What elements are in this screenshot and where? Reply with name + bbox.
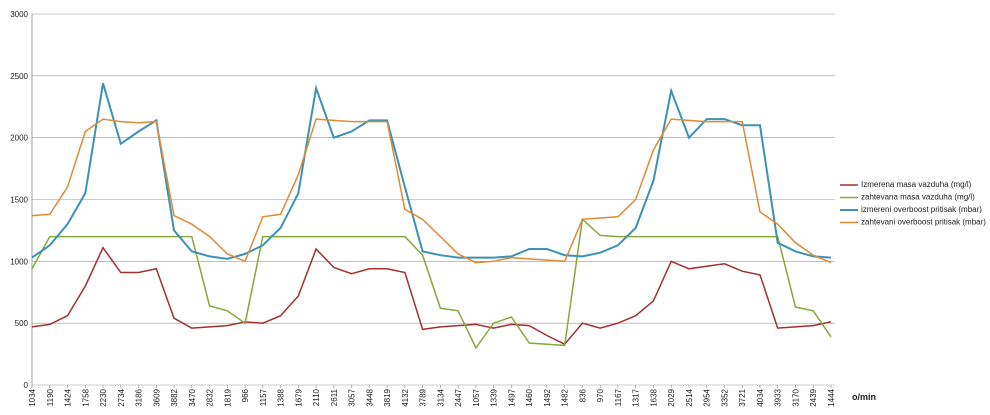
x-tick-label: 1492: [543, 388, 552, 406]
x-tick-label: 1317: [632, 388, 641, 406]
legend-label: zahtevana masa vazduha (mg/l): [861, 193, 975, 202]
x-tick-label: 3789: [419, 388, 428, 406]
x-tick-label: 3352: [720, 388, 729, 406]
legend-label: izmereni overboost pritisak (mbar): [861, 205, 982, 214]
x-tick-label: 3819: [383, 388, 392, 406]
x-tick-label: 1167: [614, 388, 623, 406]
x-tick-label: 1497: [507, 388, 516, 406]
x-tick-label: 1157: [259, 388, 268, 406]
x-tick-label: 1424: [64, 388, 73, 406]
y-tick-label: 1000: [10, 257, 28, 266]
x-tick-label: 2447: [454, 388, 463, 406]
x-tick-label: 1190: [46, 388, 55, 406]
x-tick-label: 1638: [649, 388, 658, 406]
x-axis-label: o/min: [852, 392, 876, 402]
x-tick-label: 966: [241, 388, 250, 402]
x-tick-label: 3470: [188, 388, 197, 406]
x-tick-label: 1679: [294, 388, 303, 406]
x-tick-label: 1034: [28, 388, 37, 406]
x-tick-label: 3057: [348, 388, 357, 406]
x-tick-label: 1819: [223, 388, 232, 406]
legend-label: Izmerena masa vazduha (mg/l): [861, 180, 972, 189]
x-tick-label: 1388: [277, 388, 286, 406]
y-tick-label: 2500: [10, 72, 28, 81]
y-tick-label: 2000: [10, 134, 28, 143]
x-tick-label: 3609: [152, 388, 161, 406]
series-line: [31, 118, 832, 264]
x-tick-label: 2954: [703, 388, 712, 406]
x-tick-label: 836: [578, 388, 587, 402]
x-tick-label: 1482: [561, 388, 570, 406]
y-tick-label: 1500: [10, 196, 28, 205]
x-tick-label: 1758: [81, 388, 90, 406]
series-line: [31, 217, 832, 350]
x-tick-label: 4132: [401, 388, 410, 406]
x-tick-label: 2439: [809, 388, 818, 406]
x-tick-label: 2514: [685, 388, 694, 406]
x-tick-label: 3882: [170, 388, 179, 406]
legend-label: zahtevani overboost pritisak (mbar): [861, 218, 986, 227]
y-tick-label: 3000: [10, 10, 28, 19]
x-tick-label: 4034: [756, 388, 765, 406]
x-tick-label: 2230: [99, 388, 108, 406]
series-line: [31, 83, 832, 260]
x-tick-label: 3448: [365, 388, 374, 406]
x-tick-label: 3186: [135, 388, 144, 406]
x-tick-label: 1339: [490, 388, 499, 406]
x-tick-label: 1057: [472, 388, 481, 406]
x-tick-label: 1444: [827, 388, 836, 406]
x-tick-label: 3134: [436, 388, 445, 406]
y-tick-label: 500: [15, 319, 29, 328]
x-tick-label: 3933: [774, 388, 783, 406]
x-tick-label: 1460: [525, 388, 534, 406]
x-tick-label: 2611: [330, 388, 339, 406]
x-tick-label: 2734: [117, 388, 126, 406]
x-tick-label: 2029: [667, 388, 676, 406]
series-line: [31, 246, 832, 346]
x-tick-label: 2110: [312, 388, 321, 406]
x-tick-label: 2832: [206, 388, 215, 406]
y-tick-label: 0: [24, 381, 29, 390]
x-tick-label: 3170: [791, 388, 800, 406]
x-tick-label: 3721: [738, 388, 747, 406]
x-tick-label: 970: [596, 388, 605, 402]
